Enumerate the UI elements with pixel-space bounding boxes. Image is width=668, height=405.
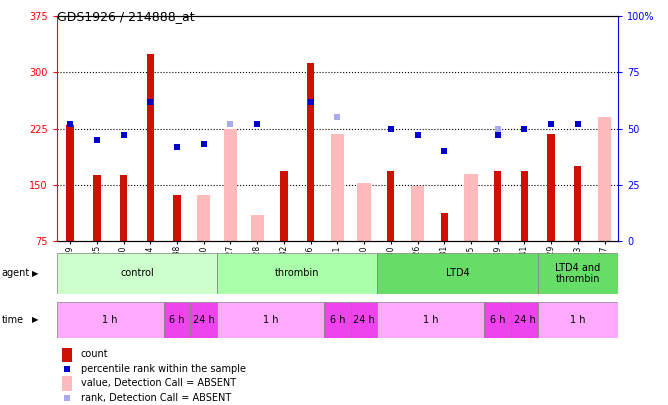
Text: 24 h: 24 h bbox=[514, 315, 535, 325]
Text: percentile rank within the sample: percentile rank within the sample bbox=[81, 364, 246, 374]
Text: ▶: ▶ bbox=[32, 315, 39, 324]
Bar bbox=[62, 376, 73, 391]
Bar bbox=[538, 253, 618, 294]
Bar bbox=[521, 171, 528, 241]
Bar bbox=[164, 302, 190, 338]
Bar bbox=[377, 253, 538, 294]
Bar bbox=[387, 171, 394, 241]
Text: 1 h: 1 h bbox=[263, 315, 279, 325]
Bar bbox=[57, 253, 217, 294]
Text: time: time bbox=[1, 315, 23, 325]
Bar bbox=[331, 134, 344, 241]
Text: 6 h: 6 h bbox=[490, 315, 506, 325]
Text: 24 h: 24 h bbox=[353, 315, 375, 325]
Bar bbox=[411, 186, 424, 241]
Text: thrombin: thrombin bbox=[275, 269, 319, 278]
Text: 24 h: 24 h bbox=[193, 315, 214, 325]
Text: LTD4 and
thrombin: LTD4 and thrombin bbox=[555, 262, 601, 284]
Bar bbox=[574, 166, 581, 241]
Bar bbox=[120, 175, 128, 241]
Bar bbox=[66, 125, 73, 241]
Bar bbox=[57, 302, 164, 338]
Bar bbox=[94, 175, 101, 241]
Bar bbox=[494, 171, 501, 241]
Text: 6 h: 6 h bbox=[329, 315, 345, 325]
Text: 6 h: 6 h bbox=[169, 315, 185, 325]
Bar bbox=[598, 117, 611, 241]
Bar bbox=[511, 302, 538, 338]
Bar bbox=[174, 194, 180, 241]
Bar bbox=[377, 302, 484, 338]
Text: 1 h: 1 h bbox=[570, 315, 586, 325]
Text: agent: agent bbox=[1, 269, 29, 278]
Bar bbox=[197, 194, 210, 241]
Bar bbox=[464, 173, 478, 241]
Bar bbox=[224, 129, 237, 241]
Bar bbox=[484, 302, 511, 338]
Bar bbox=[217, 253, 377, 294]
Text: rank, Detection Call = ABSENT: rank, Detection Call = ABSENT bbox=[81, 393, 231, 403]
Bar bbox=[538, 302, 618, 338]
Bar bbox=[217, 302, 324, 338]
Bar bbox=[324, 302, 351, 338]
Text: LTD4: LTD4 bbox=[446, 269, 470, 278]
Text: ▶: ▶ bbox=[32, 269, 39, 278]
Bar bbox=[146, 53, 154, 241]
Bar bbox=[441, 213, 448, 241]
Bar bbox=[281, 171, 288, 241]
Text: count: count bbox=[81, 349, 108, 359]
Bar bbox=[307, 64, 315, 241]
Bar bbox=[357, 183, 371, 241]
Text: 1 h: 1 h bbox=[423, 315, 439, 325]
Bar bbox=[548, 134, 554, 241]
Bar bbox=[62, 346, 73, 362]
Bar bbox=[250, 215, 264, 241]
Bar bbox=[351, 302, 377, 338]
Text: 1 h: 1 h bbox=[102, 315, 118, 325]
Bar bbox=[190, 302, 217, 338]
Text: GDS1926 / 214888_at: GDS1926 / 214888_at bbox=[57, 10, 194, 23]
Text: control: control bbox=[120, 269, 154, 278]
Text: value, Detection Call = ABSENT: value, Detection Call = ABSENT bbox=[81, 378, 236, 388]
